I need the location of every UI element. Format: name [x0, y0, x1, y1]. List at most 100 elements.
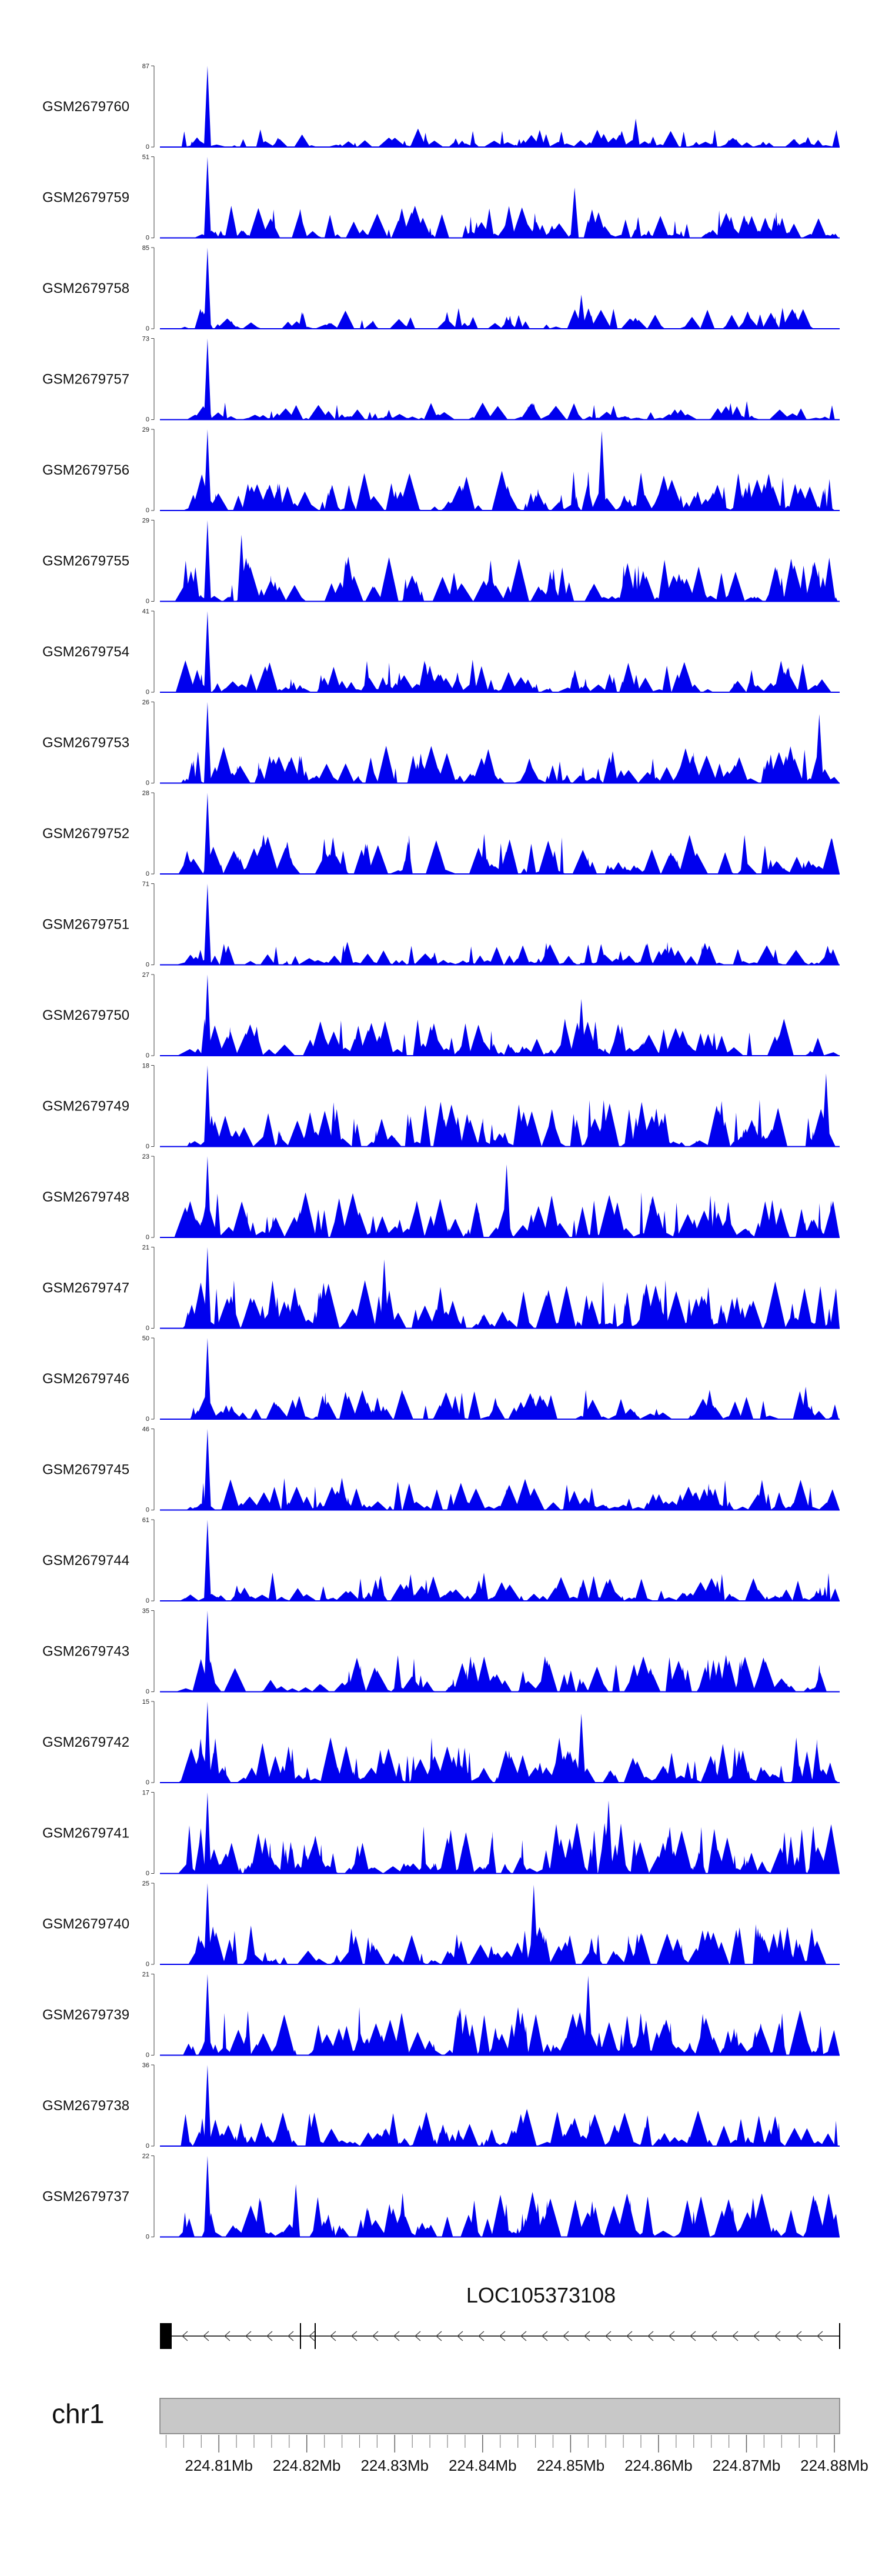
signal-peak: [249, 1222, 257, 1237]
signal-peak: [318, 2221, 330, 2237]
signal-peak: [323, 1031, 344, 1056]
signal-peak: [637, 576, 656, 602]
signal-peak: [563, 1683, 570, 1692]
signal-peak: [392, 1137, 397, 1147]
signal-peak: [213, 1289, 219, 1329]
signal-peak: [219, 1227, 239, 1237]
signal-peak: [478, 2015, 490, 2056]
signal-peak: [824, 1489, 840, 1510]
signal-peak: [563, 1310, 567, 1329]
signal-peak: [367, 412, 373, 420]
signal-peak: [792, 1496, 811, 1510]
signal-peak: [542, 2143, 549, 2146]
signal-peak: [283, 1848, 289, 1874]
signal-peak: [356, 2219, 365, 2237]
signal-peak: [233, 495, 244, 510]
signal-peak: [268, 1756, 283, 1783]
strand-chevron: [288, 2331, 294, 2341]
y-axis-min-label: 0: [146, 507, 149, 514]
signal-peak: [757, 1201, 773, 1237]
signal-peak: [761, 845, 769, 874]
signal-peak: [643, 1196, 663, 1237]
signal-peak: [462, 1119, 479, 1147]
signal-peak: [272, 586, 287, 602]
track-label: GSM2679745: [42, 1462, 129, 1478]
signal-peak: [560, 2123, 582, 2146]
signal-peak: [274, 1598, 291, 1601]
signal-peak: [203, 2065, 211, 2146]
signal-peak: [483, 1677, 488, 1692]
signal-peak: [380, 2129, 388, 2146]
signal-peak: [827, 2030, 840, 2056]
signal-peak: [801, 1751, 813, 1783]
signal-peak: [389, 1956, 405, 1964]
signal-peak: [823, 1052, 840, 1056]
signal-peak: [368, 1501, 387, 1510]
signal-peak: [754, 1661, 776, 1692]
signal-peak: [577, 1586, 584, 1601]
signal-peak: [557, 567, 567, 602]
track-GSM2679753: GSM2679753 26 0: [42, 699, 840, 787]
signal-peak: [419, 591, 425, 602]
signal-peak: [246, 325, 259, 329]
y-axis-min-label: 0: [146, 962, 149, 969]
signal-peak: [211, 1323, 223, 1329]
signal-peak: [309, 1598, 316, 1601]
signal-peak: [480, 1506, 497, 1510]
signal-peak: [641, 680, 650, 692]
signal-peak: [465, 1669, 469, 1692]
signal-peak: [543, 1412, 549, 1419]
signal-peak: [528, 1959, 550, 1964]
y-axis-max-label: 50: [142, 1335, 149, 1342]
signal-peak: [562, 962, 569, 965]
signal-peak: [407, 755, 419, 783]
signal-peak: [546, 1587, 564, 1601]
signal-peak: [194, 751, 202, 783]
signal-peak: [340, 141, 356, 147]
signal-peak: [376, 1575, 386, 1601]
signal-peak: [395, 1762, 403, 1783]
signal-peak: [556, 761, 563, 783]
signal-peak: [639, 944, 653, 965]
signal-peak: [203, 520, 211, 602]
signal-peak: [519, 763, 541, 783]
signal-peak: [297, 756, 306, 783]
signal-peak: [534, 2203, 541, 2237]
signal-peak: [455, 308, 463, 329]
signal-peak: [399, 2231, 418, 2237]
strand-chevron: [626, 2331, 633, 2341]
signal-peak: [689, 864, 708, 874]
signal-peak: [583, 1399, 603, 1419]
signal-peak: [658, 1029, 669, 1056]
signal-peak: [635, 144, 643, 147]
signal-peak: [390, 1868, 399, 1874]
signal-peak: [829, 949, 837, 965]
signal-peak: [219, 2125, 238, 2146]
signal-peak: [801, 862, 807, 874]
signal-peak: [255, 1743, 270, 1783]
strand-chevron: [542, 2331, 548, 2341]
signal-peak: [188, 1507, 208, 1510]
strand-chevron: [690, 2331, 696, 2341]
signal-peak: [270, 1232, 286, 1237]
signal-peak: [326, 489, 335, 510]
signal-peak: [395, 325, 413, 329]
signal-peak: [469, 1202, 484, 1237]
signal-peak: [331, 1109, 342, 1147]
strand-chevron: [351, 2331, 358, 2341]
signal-peak: [189, 1960, 206, 1964]
y-axis-max-label: 61: [142, 1517, 149, 1524]
signal-peak: [589, 1200, 599, 1237]
signal-peak: [310, 1051, 331, 1056]
signal-peak: [385, 778, 392, 783]
signal-peak: [541, 1309, 559, 1329]
signal-peak: [397, 2141, 409, 2146]
signal-peak: [492, 471, 512, 510]
signal-peak: [769, 752, 790, 783]
signal-peak: [196, 1866, 205, 1874]
signal-peak: [541, 1938, 551, 1964]
signal-peak: [368, 321, 378, 329]
signal-peak: [201, 1483, 205, 1510]
signal-peak: [221, 687, 233, 692]
signal-peak: [368, 1948, 386, 1964]
